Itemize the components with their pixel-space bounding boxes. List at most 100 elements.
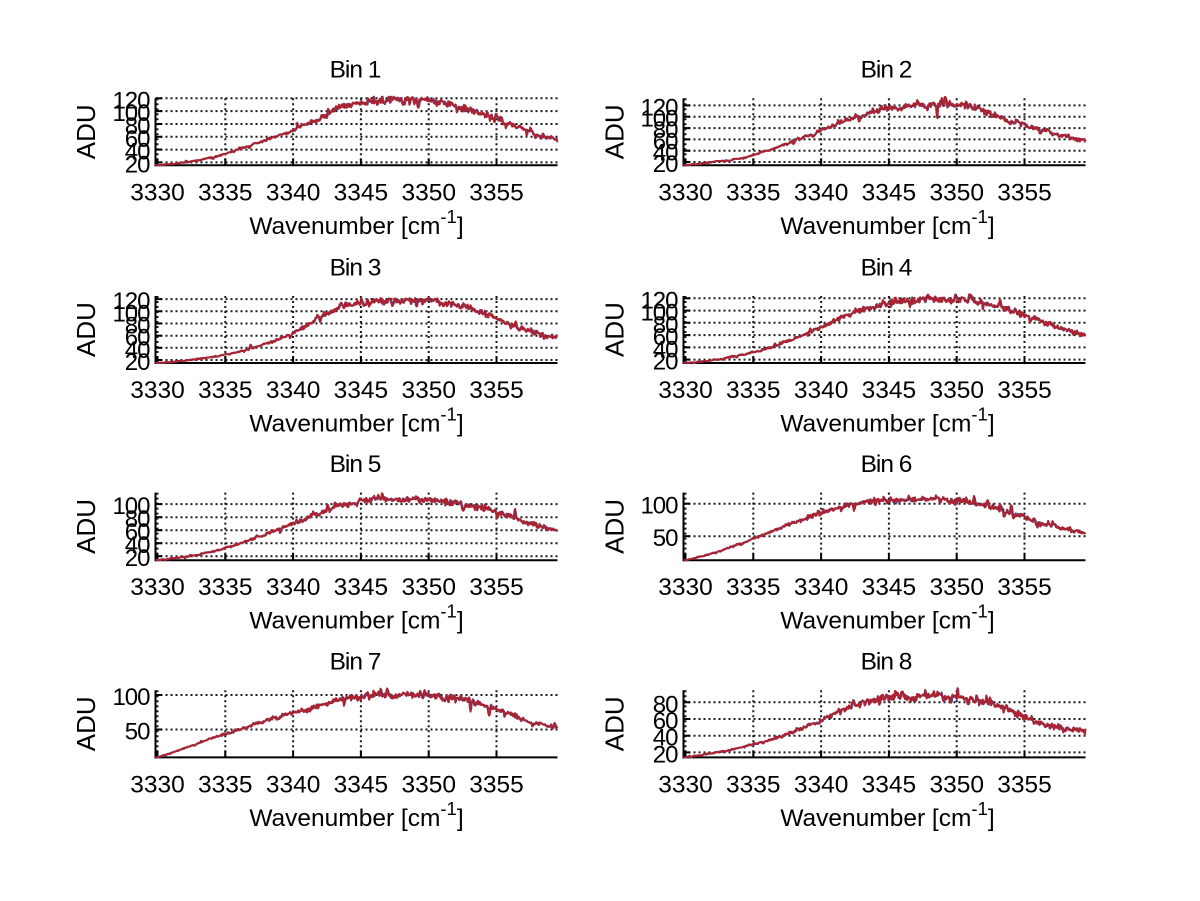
svg-text:ADU: ADU <box>600 696 630 751</box>
svg-text:3335: 3335 <box>198 771 253 798</box>
svg-text:3345: 3345 <box>334 179 389 206</box>
svg-text:60: 60 <box>653 324 678 351</box>
svg-text:Bin 6: Bin 6 <box>861 451 912 478</box>
svg-text:3355: 3355 <box>997 574 1052 601</box>
svg-text:Bin 2: Bin 2 <box>861 57 912 84</box>
svg-text:3355: 3355 <box>469 377 524 404</box>
svg-text:3350: 3350 <box>401 771 456 798</box>
svg-text:120: 120 <box>640 287 678 314</box>
svg-text:50: 50 <box>125 719 150 746</box>
svg-text:Bin 1: Bin 1 <box>330 57 381 84</box>
svg-text:100: 100 <box>112 100 150 127</box>
svg-text:3340: 3340 <box>266 574 321 601</box>
svg-text:20: 20 <box>125 545 150 572</box>
svg-text:ADU: ADU <box>71 104 101 159</box>
svg-text:3340: 3340 <box>266 179 321 206</box>
svg-text:3340: 3340 <box>794 771 849 798</box>
svg-text:20: 20 <box>125 349 150 376</box>
svg-text:40: 40 <box>653 336 678 363</box>
svg-text:Bin 8: Bin 8 <box>861 649 912 676</box>
svg-text:3330: 3330 <box>658 574 713 601</box>
svg-text:100: 100 <box>640 106 678 133</box>
svg-text:3345: 3345 <box>862 771 917 798</box>
svg-text:3355: 3355 <box>469 574 524 601</box>
svg-text:40: 40 <box>653 725 678 752</box>
svg-text:3340: 3340 <box>266 377 321 404</box>
svg-text:80: 80 <box>125 113 150 140</box>
svg-text:3330: 3330 <box>658 377 713 404</box>
svg-text:3330: 3330 <box>658 179 713 206</box>
svg-text:3345: 3345 <box>334 377 389 404</box>
svg-text:ADU: ADU <box>71 499 101 554</box>
svg-text:ADU: ADU <box>600 302 630 357</box>
svg-text:3330: 3330 <box>130 574 185 601</box>
svg-text:3350: 3350 <box>401 179 456 206</box>
svg-text:60: 60 <box>653 708 678 735</box>
svg-text:100: 100 <box>640 493 678 520</box>
svg-text:3335: 3335 <box>198 574 253 601</box>
svg-text:ADU: ADU <box>71 302 101 357</box>
svg-text:3350: 3350 <box>401 574 456 601</box>
svg-text:60: 60 <box>125 519 150 546</box>
svg-text:3345: 3345 <box>862 179 917 206</box>
svg-text:3350: 3350 <box>401 377 456 404</box>
svg-text:120: 120 <box>640 94 678 121</box>
svg-text:3335: 3335 <box>726 771 781 798</box>
svg-text:3345: 3345 <box>334 771 389 798</box>
svg-text:3340: 3340 <box>794 574 849 601</box>
svg-text:50: 50 <box>653 525 678 552</box>
svg-text:3350: 3350 <box>929 771 984 798</box>
svg-text:3355: 3355 <box>469 771 524 798</box>
svg-text:40: 40 <box>653 140 678 167</box>
svg-text:40: 40 <box>125 532 150 559</box>
svg-text:60: 60 <box>125 325 150 352</box>
svg-text:3335: 3335 <box>198 179 253 206</box>
svg-text:40: 40 <box>125 337 150 364</box>
svg-text:80: 80 <box>653 312 678 339</box>
svg-text:20: 20 <box>653 151 678 178</box>
svg-text:3345: 3345 <box>334 574 389 601</box>
svg-text:3355: 3355 <box>997 771 1052 798</box>
svg-text:3335: 3335 <box>198 377 253 404</box>
svg-text:3335: 3335 <box>726 574 781 601</box>
svg-text:80: 80 <box>653 117 678 144</box>
svg-text:3335: 3335 <box>726 377 781 404</box>
svg-text:20: 20 <box>653 741 678 768</box>
svg-text:3330: 3330 <box>130 179 185 206</box>
svg-text:3340: 3340 <box>266 771 321 798</box>
svg-text:3355: 3355 <box>997 377 1052 404</box>
svg-text:3355: 3355 <box>469 179 524 206</box>
svg-text:Bin 3: Bin 3 <box>330 254 381 281</box>
svg-text:3350: 3350 <box>929 574 984 601</box>
svg-text:3345: 3345 <box>862 377 917 404</box>
svg-text:ADU: ADU <box>71 696 101 751</box>
svg-text:Bin 7: Bin 7 <box>330 649 381 676</box>
svg-text:120: 120 <box>112 87 150 114</box>
svg-text:3330: 3330 <box>130 377 185 404</box>
svg-text:40: 40 <box>125 139 150 166</box>
svg-text:ADU: ADU <box>600 499 630 554</box>
svg-text:3350: 3350 <box>929 179 984 206</box>
svg-text:100: 100 <box>112 493 150 520</box>
svg-text:60: 60 <box>653 128 678 155</box>
svg-text:100: 100 <box>112 300 150 327</box>
svg-text:3355: 3355 <box>997 179 1052 206</box>
svg-text:120: 120 <box>112 288 150 315</box>
svg-text:100: 100 <box>640 300 678 327</box>
svg-text:20: 20 <box>125 151 150 178</box>
svg-text:80: 80 <box>653 691 678 718</box>
svg-text:100: 100 <box>112 684 150 711</box>
svg-text:3345: 3345 <box>862 574 917 601</box>
svg-text:20: 20 <box>653 349 678 376</box>
svg-text:3330: 3330 <box>130 771 185 798</box>
svg-text:80: 80 <box>125 506 150 533</box>
svg-text:80: 80 <box>125 313 150 340</box>
svg-text:3330: 3330 <box>658 771 713 798</box>
svg-text:Bin 5: Bin 5 <box>330 451 381 478</box>
svg-text:3340: 3340 <box>794 179 849 206</box>
svg-text:Bin 4: Bin 4 <box>861 254 912 281</box>
svg-text:3335: 3335 <box>726 179 781 206</box>
svg-text:3350: 3350 <box>929 377 984 404</box>
svg-text:60: 60 <box>125 126 150 153</box>
svg-text:3340: 3340 <box>794 377 849 404</box>
